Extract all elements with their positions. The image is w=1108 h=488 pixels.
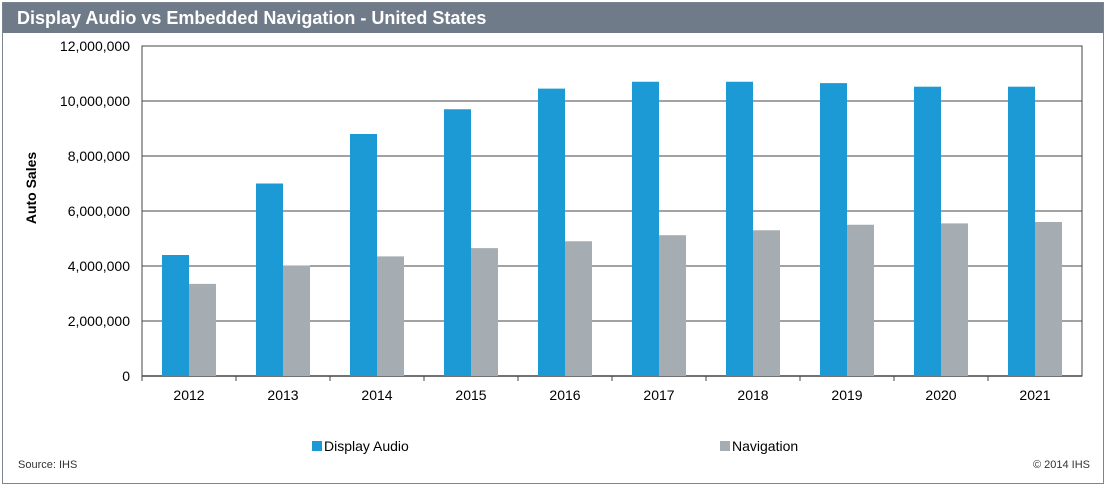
y-axis-label: Auto Sales xyxy=(23,152,39,225)
bar-display-audio-2019 xyxy=(820,83,847,376)
x-tick-label-2014: 2014 xyxy=(361,387,392,403)
x-tick-label-2020: 2020 xyxy=(925,387,956,403)
legend-swatch-display-audio xyxy=(312,441,322,451)
y-tick-label-8000000: 8,000,000 xyxy=(68,148,130,164)
x-tick-label-2015: 2015 xyxy=(455,387,486,403)
chart-title: Display Audio vs Embedded Navigation - U… xyxy=(3,3,1103,33)
x-tick-label-2016: 2016 xyxy=(549,387,580,403)
bar-display-audio-2013 xyxy=(256,183,283,376)
bar-navigation-2018 xyxy=(753,230,780,376)
y-tick-label-6000000: 6,000,000 xyxy=(68,203,130,219)
bar-display-audio-2014 xyxy=(350,134,377,376)
x-tick-label-2019: 2019 xyxy=(831,387,862,403)
x-tick-label-2021: 2021 xyxy=(1019,387,1050,403)
bar-navigation-2019 xyxy=(847,224,874,376)
bar-navigation-2020 xyxy=(941,223,968,376)
bar-display-audio-2017 xyxy=(632,81,659,376)
bar-display-audio-2018 xyxy=(726,81,753,376)
bar-navigation-2015 xyxy=(471,248,498,376)
y-tick-label-12000000: 12,000,000 xyxy=(60,38,130,54)
bar-display-audio-2020 xyxy=(914,86,941,376)
bar-navigation-2013 xyxy=(283,265,310,376)
bar-navigation-2021 xyxy=(1035,222,1062,376)
bar-navigation-2012 xyxy=(189,283,216,376)
y-tick-label-0: 0 xyxy=(122,368,130,384)
bar-display-audio-2012 xyxy=(162,255,189,376)
bar-navigation-2017 xyxy=(659,235,686,376)
y-tick-label-2000000: 2,000,000 xyxy=(68,313,130,329)
x-tick-label-2018: 2018 xyxy=(737,387,768,403)
bar-navigation-2016 xyxy=(565,241,592,376)
source-note: Source: IHS xyxy=(18,459,77,471)
x-tick-label-2013: 2013 xyxy=(267,387,298,403)
legend-label-navigation: Navigation xyxy=(732,438,798,454)
x-tick-label-2017: 2017 xyxy=(643,387,674,403)
bar-display-audio-2016 xyxy=(538,88,565,376)
copyright-note: © 2014 IHS xyxy=(1033,459,1090,471)
bar-display-audio-2015 xyxy=(444,109,471,376)
bar-display-audio-2021 xyxy=(1008,86,1035,376)
legend-label-display-audio: Display Audio xyxy=(324,438,409,454)
y-tick-label-10000000: 10,000,000 xyxy=(60,93,130,109)
legend-swatch-navigation xyxy=(720,441,730,451)
bar-navigation-2014 xyxy=(377,256,404,376)
x-tick-label-2012: 2012 xyxy=(173,387,204,403)
y-tick-label-4000000: 4,000,000 xyxy=(68,258,130,274)
